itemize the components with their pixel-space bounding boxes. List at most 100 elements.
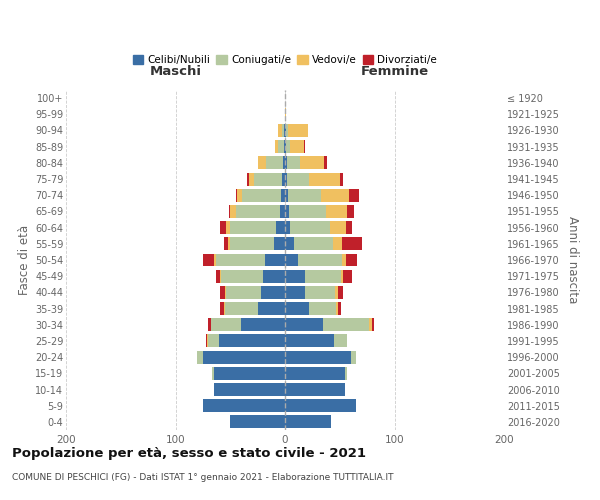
Bar [221, 270, 263, 282]
Bar [284, 124, 285, 137]
Bar [298, 254, 342, 266]
Bar [226, 286, 261, 299]
Bar [278, 124, 282, 137]
Bar [287, 156, 301, 170]
Bar [305, 270, 341, 282]
Bar [278, 140, 284, 153]
Bar [285, 302, 309, 315]
Bar [285, 221, 290, 234]
Bar [335, 286, 338, 299]
Bar [309, 172, 340, 186]
Bar [282, 172, 285, 186]
Bar [274, 238, 285, 250]
Bar [343, 270, 352, 282]
Bar [290, 140, 304, 153]
Bar [214, 254, 216, 266]
Bar [261, 286, 285, 299]
Bar [263, 270, 285, 282]
Bar [281, 189, 285, 202]
Bar [257, 156, 266, 170]
Bar [203, 399, 285, 412]
Bar [286, 124, 288, 137]
Bar [225, 286, 226, 299]
Bar [216, 254, 265, 266]
Bar [265, 254, 285, 266]
Legend: Celibi/Nubili, Coniugati/e, Vedovi/e, Divorziati/e: Celibi/Nubili, Coniugati/e, Vedovi/e, Di… [128, 51, 442, 70]
Bar [323, 318, 370, 331]
Bar [282, 124, 284, 137]
Text: COMUNE DI PESCHICI (FG) - Dati ISTAT 1° gennaio 2021 - Elaborazione TUTTITALIA.I: COMUNE DI PESCHICI (FG) - Dati ISTAT 1° … [12, 473, 394, 482]
Bar [304, 140, 305, 153]
Bar [347, 205, 354, 218]
Bar [346, 254, 357, 266]
Bar [285, 286, 305, 299]
Bar [208, 318, 211, 331]
Bar [325, 156, 326, 170]
Bar [280, 205, 285, 218]
Bar [247, 172, 249, 186]
Bar [338, 302, 341, 315]
Bar [290, 221, 330, 234]
Text: Popolazione per età, sesso e stato civile - 2021: Popolazione per età, sesso e stato civil… [12, 448, 366, 460]
Bar [288, 189, 321, 202]
Bar [285, 383, 345, 396]
Bar [349, 189, 359, 202]
Bar [284, 140, 285, 153]
Bar [220, 286, 225, 299]
Bar [337, 302, 338, 315]
Bar [283, 156, 285, 170]
Bar [214, 367, 285, 380]
Bar [230, 221, 276, 234]
Text: Femmine: Femmine [361, 65, 428, 78]
Bar [341, 270, 343, 282]
Bar [226, 221, 230, 234]
Bar [285, 205, 289, 218]
Bar [342, 254, 346, 266]
Bar [301, 156, 325, 170]
Bar [285, 318, 323, 331]
Bar [236, 205, 280, 218]
Bar [203, 254, 214, 266]
Bar [257, 302, 285, 315]
Bar [220, 302, 224, 315]
Bar [285, 238, 294, 250]
Bar [237, 189, 242, 202]
Bar [220, 270, 221, 282]
Bar [220, 334, 285, 347]
Bar [285, 350, 351, 364]
Bar [340, 172, 343, 186]
Bar [285, 334, 334, 347]
Bar [305, 286, 335, 299]
Bar [275, 140, 278, 153]
Bar [236, 189, 237, 202]
Bar [214, 383, 285, 396]
Bar [286, 140, 290, 153]
Y-axis label: Fasce di età: Fasce di età [17, 225, 31, 295]
Bar [276, 221, 285, 234]
Bar [330, 221, 346, 234]
Bar [294, 238, 333, 250]
Bar [224, 238, 228, 250]
Bar [326, 205, 347, 218]
Bar [345, 367, 347, 380]
Bar [285, 172, 287, 186]
Bar [346, 221, 352, 234]
Y-axis label: Anni di nascita: Anni di nascita [566, 216, 579, 304]
Bar [229, 205, 230, 218]
Bar [208, 334, 220, 347]
Bar [230, 205, 236, 218]
Bar [321, 189, 349, 202]
Bar [371, 318, 374, 331]
Bar [266, 156, 283, 170]
Bar [285, 124, 286, 137]
Bar [338, 286, 343, 299]
Bar [197, 350, 203, 364]
Bar [334, 334, 347, 347]
Bar [230, 416, 285, 428]
Bar [285, 416, 331, 428]
Bar [225, 302, 257, 315]
Bar [230, 238, 274, 250]
Bar [241, 318, 285, 331]
Bar [242, 189, 281, 202]
Bar [203, 350, 285, 364]
